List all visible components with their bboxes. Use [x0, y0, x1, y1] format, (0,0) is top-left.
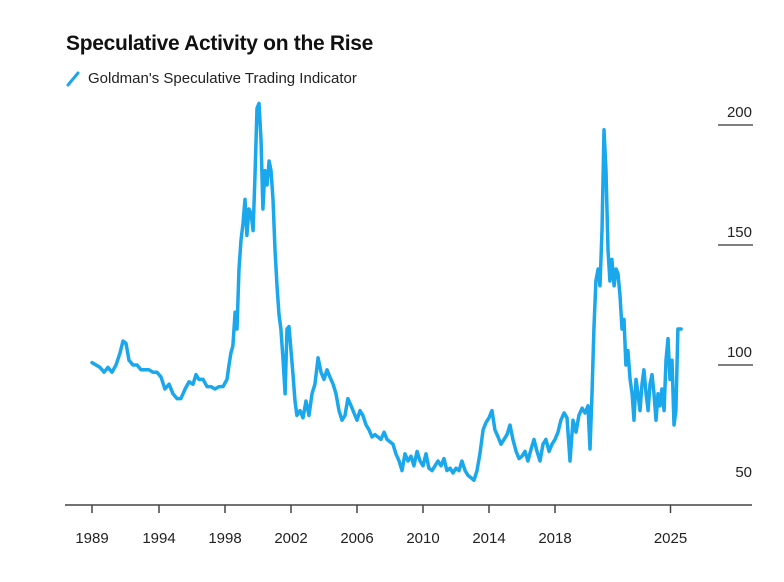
x-tick-label: 2014 — [472, 530, 505, 547]
y-tick-label: 100 — [727, 344, 752, 361]
x-tick-label: 2006 — [340, 530, 373, 547]
x-tick-label: 1989 — [75, 530, 108, 547]
chart-title: Speculative Activity on the Rise — [66, 32, 374, 55]
y-tick-label: 150 — [727, 224, 752, 241]
x-tick-label: 2025 — [654, 530, 687, 547]
series-line — [90, 101, 683, 482]
y-tick-label: 50 — [735, 464, 752, 481]
y-axis: 50 100 150 200 — [718, 104, 753, 481]
x-axis: 1989 1994 1998 2002 2006 2010 2014 2018 2025 — [75, 505, 687, 547]
x-tick-label: 1994 — [142, 530, 175, 547]
x-tick-label: 1998 — [208, 530, 241, 547]
legend: Goldman's Speculative Trading Indicator — [66, 70, 357, 87]
x-tick-label: 2018 — [538, 530, 571, 547]
x-tick-label: 2002 — [274, 530, 307, 547]
y-tick-label: 200 — [727, 104, 752, 121]
legend-label: Goldman's Speculative Trading Indicator — [88, 70, 357, 87]
x-tick-label: 2010 — [406, 530, 439, 547]
legend-line-icon — [66, 71, 80, 86]
